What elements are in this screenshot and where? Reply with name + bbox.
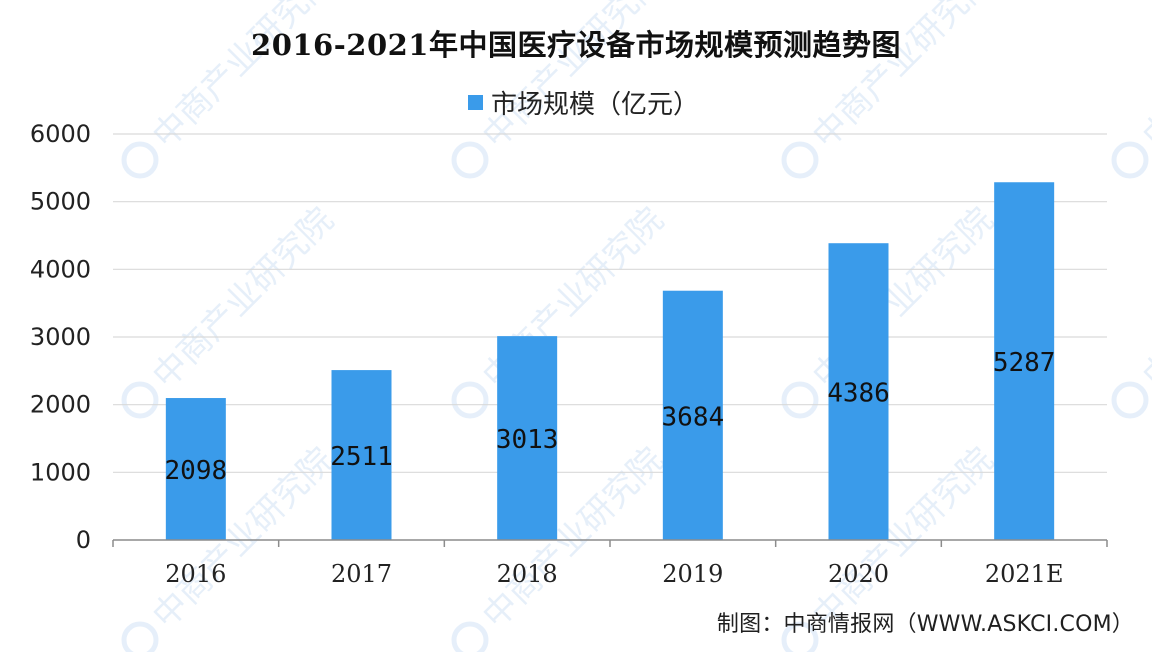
y-tick-label: 1000 bbox=[30, 458, 91, 486]
data-label: 5287 bbox=[993, 348, 1056, 378]
watermark: 中商产业研究院 bbox=[121, 440, 342, 652]
bar-2018 bbox=[497, 336, 558, 540]
x-tick-label: 2021E bbox=[985, 560, 1064, 588]
data-label: 3013 bbox=[496, 425, 559, 455]
data-label: 2098 bbox=[165, 456, 228, 486]
watermark-logo-icon bbox=[121, 141, 159, 179]
y-tick-label: 5000 bbox=[30, 188, 91, 216]
legend-swatch bbox=[468, 95, 483, 110]
bar-2017 bbox=[331, 370, 392, 540]
chart-title: 2016-2021年中国医疗设备市场规模预测趋势图 bbox=[251, 28, 901, 62]
source-credit: 制图：中商情报网（WWW.ASKCI.COM） bbox=[716, 612, 1134, 637]
data-label: 3684 bbox=[662, 402, 725, 432]
watermark-logo-icon bbox=[451, 621, 489, 652]
watermark-logo-icon bbox=[1111, 141, 1149, 179]
label-layer: 0 1000 2000 3000 4000 5000 6000 2098 2016 2511 201… bbox=[30, 120, 1064, 588]
watermark-text: 中商产业研究院 bbox=[1135, 200, 1152, 397]
watermark-logo-icon bbox=[781, 621, 819, 652]
y-tick-label: 3000 bbox=[30, 323, 91, 351]
axis-layer bbox=[112, 539, 1108, 547]
watermark: 中商产业研究院 bbox=[1111, 200, 1152, 419]
watermark-logo-icon bbox=[451, 381, 489, 419]
watermark-logo-icon bbox=[121, 381, 159, 419]
x-tick-label: 2019 bbox=[662, 560, 723, 588]
watermark: 中商产业研究院 bbox=[121, 200, 342, 419]
y-tick-label: 0 bbox=[76, 526, 91, 554]
watermark-logo-icon bbox=[1111, 381, 1149, 419]
data-label: 4386 bbox=[827, 379, 890, 409]
y-tick-label: 2000 bbox=[30, 391, 91, 419]
bar-2016 bbox=[165, 398, 226, 540]
x-tick-label: 2017 bbox=[331, 560, 392, 588]
data-label: 2511 bbox=[330, 442, 393, 472]
y-tick-label: 4000 bbox=[30, 255, 91, 283]
legend: 市场规模（亿元） bbox=[468, 84, 699, 121]
bar-2021E bbox=[994, 182, 1055, 540]
bar-2020 bbox=[828, 243, 889, 541]
bar-layer bbox=[165, 182, 1055, 541]
x-tick-label: 2016 bbox=[165, 560, 226, 588]
watermark-logo-icon bbox=[781, 141, 819, 179]
watermark-logo-icon bbox=[121, 621, 159, 652]
bar-2019 bbox=[662, 290, 723, 540]
watermark-text: 中商产业研究院 bbox=[145, 200, 342, 397]
watermark-logo-icon bbox=[451, 141, 489, 179]
y-tick-label: 6000 bbox=[30, 120, 91, 148]
grid-layer bbox=[113, 133, 1107, 473]
legend-label: 市场规模（亿元） bbox=[491, 90, 700, 120]
x-tick-label: 2020 bbox=[828, 560, 889, 588]
x-tick-label: 2018 bbox=[497, 560, 558, 588]
watermark: 中商产业研究院 bbox=[451, 440, 672, 652]
watermark: 中商产业研究院 bbox=[451, 200, 672, 419]
watermark-logo-icon bbox=[781, 381, 819, 419]
